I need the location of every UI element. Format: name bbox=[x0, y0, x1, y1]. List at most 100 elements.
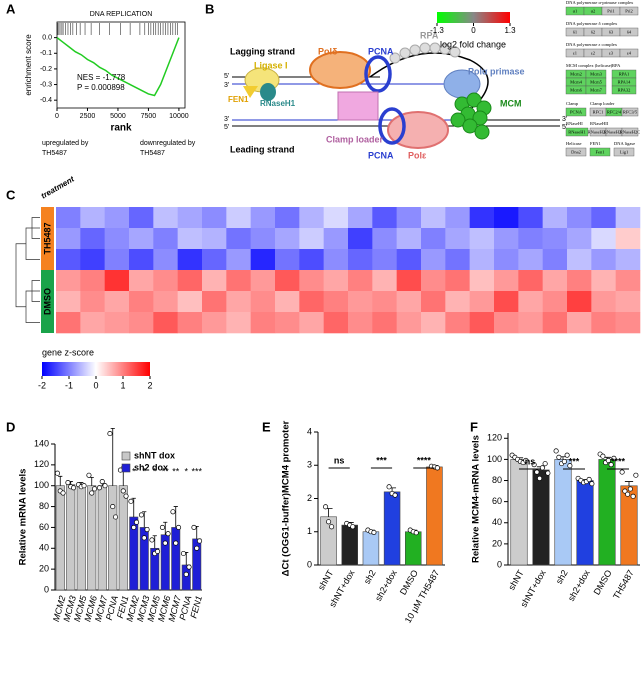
data-point bbox=[605, 457, 611, 464]
clamp-loader-shape bbox=[337, 91, 379, 121]
y-tick-label: 0.0 bbox=[42, 34, 52, 41]
data-point bbox=[159, 524, 166, 530]
data-point bbox=[600, 453, 606, 459]
data-point bbox=[176, 524, 182, 530]
heat-cell bbox=[226, 312, 251, 334]
kegg-box-label: RNaseH2C bbox=[620, 129, 641, 134]
data-point bbox=[350, 524, 356, 530]
heat-cell bbox=[56, 207, 81, 229]
heat-cell bbox=[469, 291, 495, 313]
data-point bbox=[545, 470, 551, 476]
heat-cell bbox=[177, 270, 203, 292]
heat-cell bbox=[348, 291, 373, 313]
heat-cell bbox=[299, 207, 324, 229]
heat-cell bbox=[80, 228, 105, 250]
data-point bbox=[60, 490, 66, 496]
data-point bbox=[386, 484, 392, 490]
data-point bbox=[197, 538, 203, 544]
colorbar-tick-label: 1 bbox=[120, 380, 125, 390]
heat-cell bbox=[80, 312, 105, 334]
kegg-box-label: Fen1 bbox=[596, 149, 605, 154]
kegg-box-label: Pri2 bbox=[625, 8, 633, 13]
significance: * bbox=[153, 466, 157, 476]
heat-cell bbox=[323, 249, 349, 271]
data-point bbox=[155, 548, 161, 554]
kegg-box-label: RFC2/4 bbox=[607, 109, 622, 114]
data-point bbox=[173, 540, 179, 546]
heat-cell bbox=[104, 312, 130, 334]
heat-cell bbox=[591, 270, 616, 292]
heat-cell bbox=[80, 249, 105, 271]
x-tick-label: sh2 bbox=[362, 568, 378, 586]
heat-cell bbox=[226, 270, 251, 292]
kegg-box-label: PCNA bbox=[570, 109, 583, 114]
pol-delta bbox=[309, 51, 371, 89]
diagram-label: MCM bbox=[500, 98, 522, 108]
colorbar-tick-label: -2 bbox=[38, 380, 46, 390]
heat-cell bbox=[591, 312, 616, 334]
data-point bbox=[144, 526, 150, 533]
heat-cell bbox=[469, 249, 495, 271]
diagram-label: FEN1 bbox=[228, 95, 249, 104]
data-point bbox=[165, 531, 171, 537]
kegg-box-label: RNaseH2B bbox=[604, 129, 625, 134]
kegg-box-label: Mcm4 bbox=[570, 79, 582, 84]
x-tick-label: TH5487 bbox=[611, 568, 636, 601]
data-point bbox=[542, 461, 548, 467]
kegg-box-label: Mcm7 bbox=[590, 87, 602, 92]
x-tick-label: sh2 bbox=[554, 568, 570, 586]
panel-label: A bbox=[6, 1, 16, 16]
heat-cell bbox=[275, 312, 300, 334]
heat-cell bbox=[202, 270, 227, 292]
heat-cell bbox=[542, 270, 568, 292]
data-point bbox=[149, 537, 155, 543]
heat-cell bbox=[129, 312, 154, 334]
data-point bbox=[99, 478, 105, 485]
kegg-box bbox=[619, 27, 639, 37]
fen1-shape bbox=[243, 86, 258, 98]
y-tick-label: -0.1 bbox=[40, 50, 52, 57]
heat-cell bbox=[542, 207, 568, 229]
heat-cell bbox=[226, 291, 251, 313]
bar bbox=[405, 531, 422, 566]
kegg-group-title: DNA polymerase α-primase complex bbox=[566, 0, 634, 5]
enrichment-curve bbox=[56, 37, 180, 97]
strand-end: 5' bbox=[224, 124, 229, 131]
legend-swatch bbox=[121, 451, 131, 461]
heat-cell bbox=[372, 312, 397, 334]
significance: * bbox=[184, 466, 188, 476]
rnaseh1-shape bbox=[260, 83, 276, 101]
heat-cell bbox=[615, 291, 641, 313]
kegg-box bbox=[585, 85, 607, 95]
heat-cell bbox=[469, 228, 495, 250]
data-point bbox=[107, 431, 113, 437]
heat-cell bbox=[56, 249, 81, 271]
heat-cell bbox=[299, 270, 324, 292]
significance: **** bbox=[611, 456, 626, 466]
heat-cell bbox=[494, 249, 519, 271]
kegg-box bbox=[611, 85, 637, 95]
panel-label: E bbox=[262, 419, 271, 434]
y-tick-label: 2 bbox=[307, 493, 312, 503]
y-axis-title: enrichment score bbox=[24, 34, 33, 96]
data-point bbox=[131, 524, 137, 530]
heat-cell bbox=[469, 207, 495, 229]
heat-cell bbox=[177, 312, 203, 334]
kegg-box-label: RNaseH2A bbox=[588, 129, 609, 134]
heat-cell bbox=[396, 207, 422, 229]
significance: * bbox=[132, 466, 136, 476]
heat-cell bbox=[615, 228, 641, 250]
colorbar-tick-label: -1.3 bbox=[430, 26, 444, 35]
heat-cell bbox=[104, 270, 130, 292]
heat-cell bbox=[348, 270, 373, 292]
significance: *** bbox=[191, 466, 202, 476]
heat-cell bbox=[591, 249, 616, 271]
rpa-chain bbox=[389, 42, 461, 64]
data-point bbox=[71, 485, 77, 491]
kegg-box-label: Mcm6 bbox=[570, 87, 582, 92]
bar bbox=[576, 480, 594, 566]
heat-cell bbox=[445, 291, 470, 313]
kegg-group-title: Clamp loader bbox=[590, 101, 615, 106]
heat-cell bbox=[153, 312, 178, 334]
